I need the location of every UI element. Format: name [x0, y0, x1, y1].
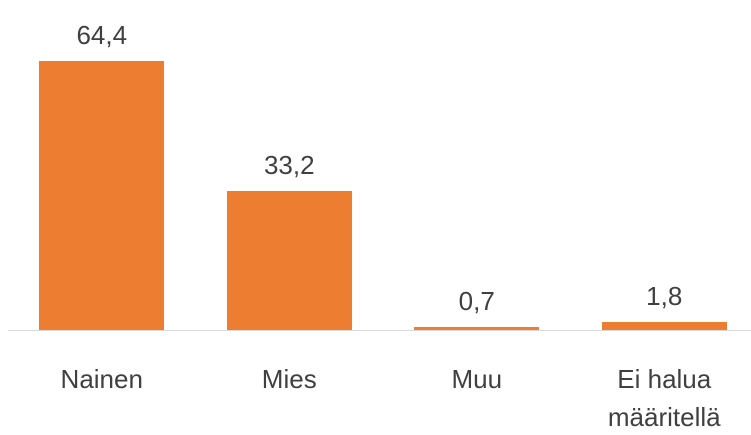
value-label: 64,4	[76, 19, 128, 50]
x-tick-label: Muu	[451, 364, 503, 394]
value-label: 0,7	[458, 286, 495, 317]
value-label: 1,8	[646, 281, 683, 312]
bar	[414, 327, 540, 330]
bar	[39, 60, 165, 330]
x-tick-label: Nainen	[60, 364, 143, 394]
value-label: 33,2	[263, 150, 315, 181]
bar	[226, 191, 352, 330]
x-tick-label: Ei halua määritellä	[607, 364, 721, 432]
x-tick-label: Mies	[261, 364, 317, 394]
axis-line	[8, 330, 751, 331]
bar	[601, 322, 727, 330]
